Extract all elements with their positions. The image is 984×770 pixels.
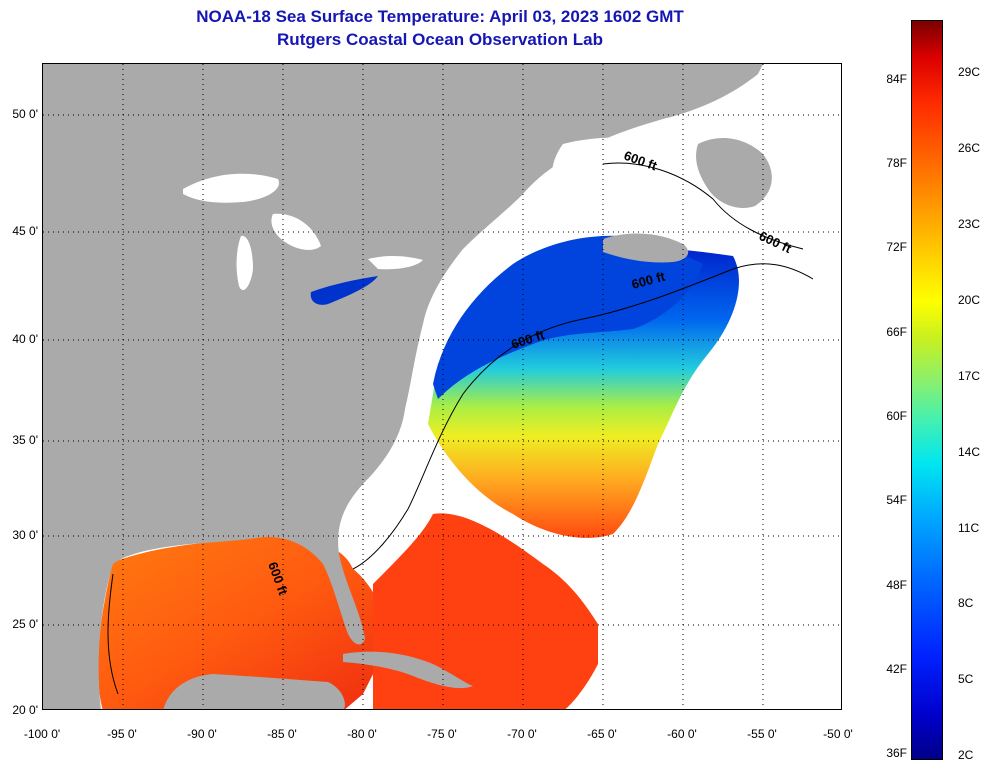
yucatan-land [163, 674, 345, 709]
lon-tick-label: -60 0' [667, 727, 697, 741]
lake-michigan [236, 235, 253, 290]
lat-tick-label: 35 0' [12, 433, 38, 447]
colorbar-c-label: 17C [958, 369, 981, 383]
colorbar-f-label: 36F [886, 746, 907, 760]
sst-map: 600 ft 600 ft 600 ft 600 ft 600 ft [42, 63, 842, 710]
sst-map-canvas: 600 ft 600 ft 600 ft 600 ft 600 ft [43, 64, 841, 709]
lon-tick-label: -65 0' [587, 727, 617, 741]
colorbar-f-label: 42F [886, 662, 907, 676]
lon-tick-label: -55 0' [747, 727, 777, 741]
north-america-land [43, 64, 763, 709]
colorbar-c-label: 23C [958, 217, 981, 231]
colorbar-f-label: 78F [886, 156, 907, 170]
colorbar-c-label: 29C [958, 65, 981, 79]
graticule [43, 64, 841, 709]
map-subtitle: Rutgers Coastal Ocean Observation Lab [277, 30, 603, 49]
lon-tick-label: -85 0' [267, 727, 297, 741]
colorbar-c-label: 26C [958, 141, 981, 155]
lat-tick-label: 25 0' [12, 617, 38, 631]
isobath-600ft [107, 162, 814, 695]
newfoundland-land [696, 138, 772, 209]
lat-tick-label: 40 0' [12, 332, 38, 346]
colorbar-c-label: 14C [958, 445, 981, 459]
lake-superior [183, 173, 279, 203]
lon-tick-label: -50 0' [823, 727, 853, 741]
lat-tick-label: 30 0' [12, 528, 38, 542]
shelf-cold-water [433, 235, 703, 399]
lake-erie [310, 276, 378, 305]
cuba-land [343, 651, 473, 689]
caribbean-sst-field [373, 513, 598, 709]
colorbar-f-label: 84F [886, 72, 907, 86]
colorbar-c-label: 5C [958, 672, 974, 686]
colorbar-f-label: 54F [886, 493, 907, 507]
lat-tick-label: 45 0' [12, 224, 38, 238]
lat-tick-label: 20 0' [12, 703, 38, 717]
gulf-st-lawrence [551, 137, 686, 223]
lon-tick-label: -90 0' [187, 727, 217, 741]
colorbar-f-label: 48F [886, 578, 907, 592]
lon-tick-label: -95 0' [107, 727, 137, 741]
colorbar-f-label: 60F [886, 409, 907, 423]
colorbar-f-label: 66F [886, 325, 907, 339]
gulf-sst-field [97, 535, 398, 709]
colorbar-c-label: 8C [958, 596, 974, 610]
colorbar-f-label: 72F [886, 240, 907, 254]
temperature-colorbar [911, 20, 943, 760]
colorbar-c-label: 2C [958, 748, 974, 762]
lon-tick-label: -75 0' [427, 727, 457, 741]
lon-tick-label: -70 0' [507, 727, 537, 741]
colorbar-c-label: 20C [958, 293, 981, 307]
nova-scotia-land [603, 233, 689, 263]
lat-tick-label: 50 0' [12, 107, 38, 121]
lon-tick-label: -100 0' [23, 727, 61, 741]
map-title: NOAA-18 Sea Surface Temperature: April 0… [196, 7, 684, 26]
lake-huron [271, 213, 321, 250]
lon-tick-label: -80 0' [347, 727, 377, 741]
colorbar-c-label: 11C [958, 521, 980, 535]
lake-ontario [368, 256, 423, 270]
